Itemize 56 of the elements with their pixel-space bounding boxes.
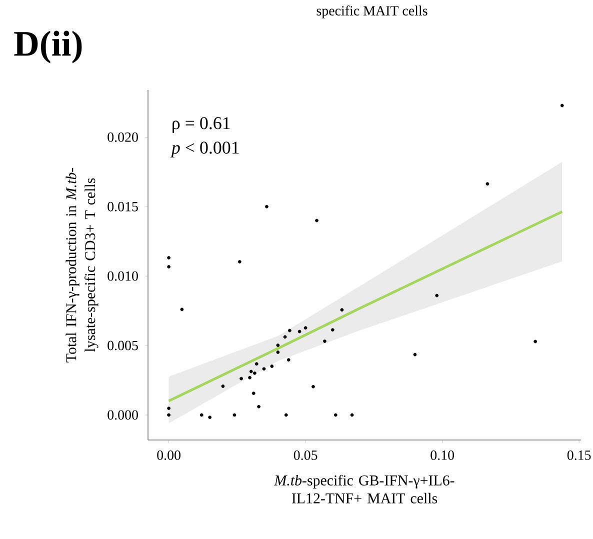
- point: [435, 294, 439, 298]
- point: [180, 308, 184, 312]
- point: [283, 335, 287, 339]
- point: [221, 384, 225, 388]
- y-tick-label: 0.000: [108, 410, 138, 420]
- line-series: [168, 210, 564, 402]
- y-tick-label: 0.020: [108, 132, 138, 142]
- y-tick-label: 0.010: [108, 271, 138, 281]
- point: [334, 413, 338, 417]
- x-tick-label: 0.00: [157, 450, 180, 460]
- point: [350, 413, 354, 417]
- point: [248, 376, 252, 380]
- point: [265, 204, 268, 208]
- point: [323, 340, 326, 343]
- point: [252, 371, 256, 375]
- point: [315, 218, 318, 222]
- point: [284, 413, 288, 417]
- point: [167, 406, 170, 410]
- chart-title: D(ii): [14, 30, 82, 64]
- point: [270, 364, 274, 368]
- x-tick-label: 0.15: [567, 450, 591, 460]
- point: [560, 104, 564, 108]
- point: [330, 328, 334, 332]
- point: [288, 328, 292, 332]
- y-tick-label: 0.005: [108, 340, 138, 350]
- point: [208, 416, 212, 420]
- point: [262, 367, 266, 371]
- point: [167, 256, 170, 260]
- point: [167, 413, 170, 417]
- point: [276, 350, 280, 354]
- point: [312, 384, 315, 388]
- x-tick-label: 0.05: [294, 450, 318, 460]
- point: [254, 362, 258, 366]
- point: [534, 340, 538, 344]
- annotation: p < 0.001: [170, 142, 239, 158]
- point: [286, 358, 290, 362]
- point: [238, 260, 242, 264]
- x-axis-title: M.tb-specific GB-IFN-γ+IL6-IL12-TNF+ MAIT cells: [274, 474, 454, 504]
- point: [257, 404, 260, 408]
- point: [240, 376, 243, 380]
- point: [486, 182, 490, 186]
- annotation: ρ = 0.61: [172, 117, 230, 133]
- point: [232, 413, 236, 417]
- y-tick-label: 0.015: [108, 202, 138, 212]
- text: specific MAIT cells: [316, 6, 428, 18]
- point: [276, 344, 280, 347]
- point: [167, 265, 170, 268]
- point: [340, 308, 344, 312]
- point: [200, 413, 204, 417]
- y-axis-title: Total IFN-γ-production in M.tb-lysate-specific CD3+ T cells: [66, 168, 98, 362]
- point: [298, 330, 302, 334]
- x-tick-label: 0.10: [430, 450, 454, 460]
- point: [249, 370, 253, 374]
- point: [252, 392, 256, 396]
- point: [304, 326, 308, 330]
- point: [413, 352, 417, 356]
